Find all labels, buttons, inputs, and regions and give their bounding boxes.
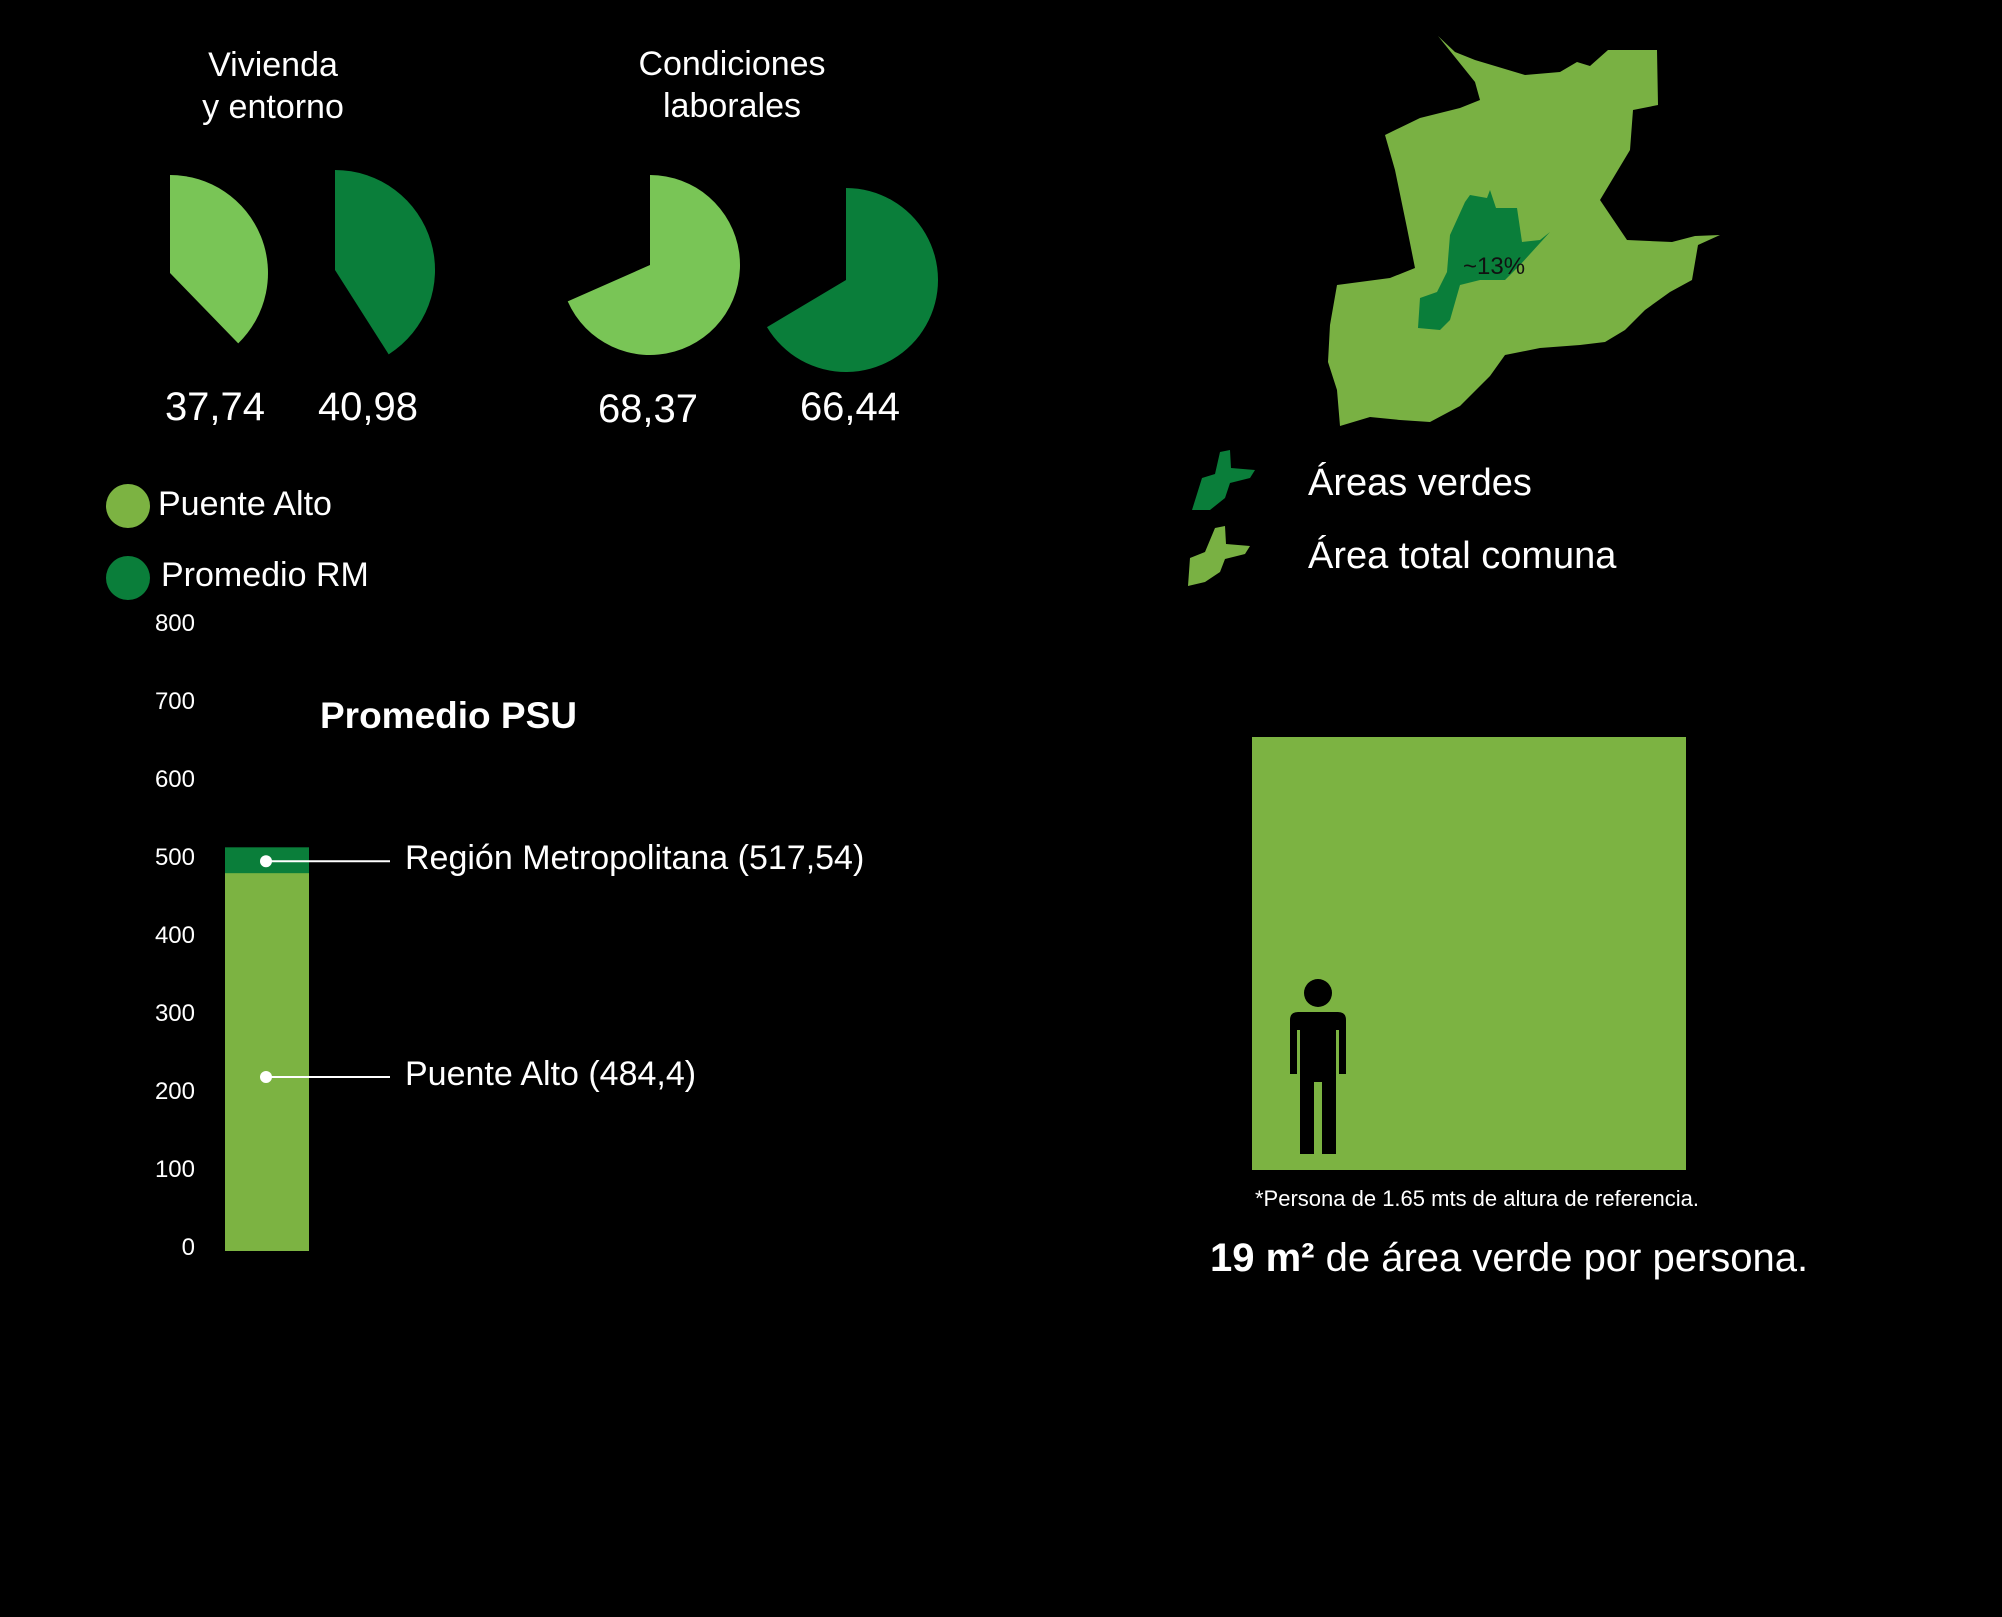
- pie-value-vivienda-promedio-rm: 40,98: [317, 385, 419, 429]
- pie-value-laborales-promedio-rm: 66,44: [799, 385, 901, 429]
- map-legend-total-area: Área total comuna: [1308, 535, 1617, 577]
- bar-puente-alto: [225, 873, 309, 1251]
- pie-title-condiciones: Condiciones laborales: [638, 45, 826, 125]
- y-tick-100: 100: [154, 1156, 195, 1183]
- marker-dot-pa: [260, 1071, 272, 1083]
- legend-swatch-puente-alto: [106, 484, 150, 528]
- y-tick-800: 800: [154, 610, 195, 637]
- green-area-description: de área verde por persona.: [1314, 1236, 1809, 1280]
- legend-label-puente-alto: Puente Alto: [158, 485, 332, 523]
- commune-map: [1328, 36, 1720, 426]
- y-tick-700: 700: [154, 688, 195, 715]
- legend-label-promedio-rm: Promedio RM: [161, 556, 369, 594]
- y-tick-200: 200: [154, 1078, 195, 1105]
- pie-value-vivienda-puente-alto: 37,74: [164, 385, 266, 429]
- marker-dot-rm: [260, 855, 272, 868]
- pie-slice-laborales-puente-alto: [567, 175, 741, 355]
- commune-area-icon: [1188, 526, 1250, 586]
- y-tick-600: 600: [154, 766, 195, 793]
- pie-slice-vivienda-puente-alto: [170, 175, 268, 344]
- green-area-per-person: 19 m² de área verde por persona.: [1210, 1236, 1808, 1281]
- y-tick-0: 0: [181, 1234, 195, 1261]
- y-tick-300: 300: [154, 1000, 195, 1027]
- bar-label-puente-alto: Puente Alto (484,4): [405, 1055, 697, 1093]
- bar-chart-plot: [225, 847, 390, 1251]
- y-tick-400: 400: [154, 922, 195, 949]
- bar-label-region-metropolitana: Región Metropolitana (517,54): [405, 839, 865, 878]
- green-area-value: 19 m²: [1210, 1236, 1315, 1280]
- green-area-icon: [1192, 450, 1255, 510]
- commune-total-area: [1328, 36, 1720, 426]
- pie-title-vivienda: Vivienda y entorno: [202, 46, 344, 126]
- pie-slice-laborales-promedio-rm: [766, 188, 939, 372]
- bar-chart-title: Promedio PSU: [320, 695, 577, 736]
- pie-slice-vivienda-promedio-rm: [335, 170, 436, 355]
- map-percent-label: ~13%: [1463, 253, 1526, 280]
- map-legend-green-areas: Áreas verdes: [1308, 462, 1532, 504]
- pie-value-laborales-puente-alto: 68,37: [597, 387, 699, 431]
- person-footnote: *Persona de 1.65 mts de altura de refere…: [1255, 1186, 1699, 1211]
- y-tick-500: 500: [154, 844, 195, 871]
- pie-charts: [170, 170, 939, 372]
- person-icon: [1290, 979, 1346, 1154]
- legend-swatch-promedio-rm: [106, 556, 150, 600]
- green-areas-region: [1418, 190, 1550, 330]
